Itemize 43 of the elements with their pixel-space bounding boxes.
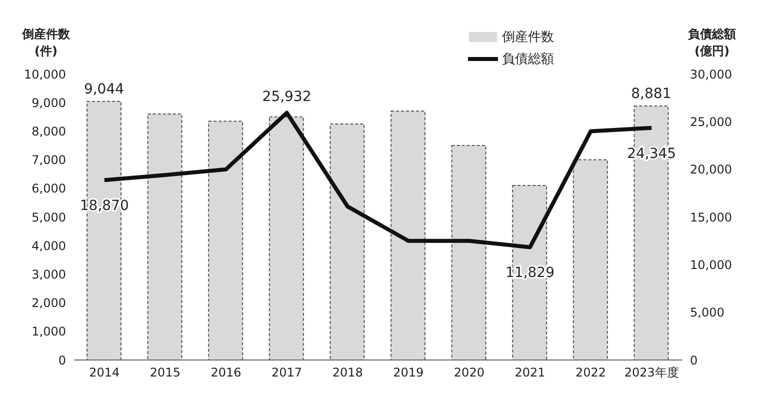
y2-tick-label: 25,000 bbox=[690, 114, 732, 129]
y-tick-label: 2,000 bbox=[32, 296, 66, 310]
legend-label: 負債総額 bbox=[502, 51, 554, 68]
x-tick-label: 2021 bbox=[514, 366, 546, 380]
y-tick-label: 6,000 bbox=[32, 182, 66, 196]
data-label: 9,044 bbox=[84, 81, 124, 98]
y2-tick-label: 15,000 bbox=[690, 210, 732, 224]
y2-tick-label: 5,000 bbox=[690, 306, 724, 320]
bar bbox=[330, 124, 365, 360]
y-tick-label: 9,000 bbox=[32, 96, 66, 110]
bar bbox=[147, 114, 182, 360]
data-label: 18,870 bbox=[80, 198, 129, 214]
data-label: 8,881 bbox=[631, 86, 672, 102]
y-axis-title: 倒産件数 (件) bbox=[21, 27, 71, 58]
x-tick-label: 2018 bbox=[332, 366, 363, 380]
y-tick-label: 8,000 bbox=[32, 124, 66, 138]
y2-axis-title: 負債総額 (億円) bbox=[688, 27, 736, 58]
legend-label: 倒産件数 bbox=[502, 29, 554, 46]
bar bbox=[268, 116, 304, 360]
x-tick-label: 2023年度 bbox=[624, 366, 679, 380]
y-tick-label: 1,000 bbox=[32, 324, 66, 339]
x-tick-label: 2014 bbox=[89, 366, 120, 380]
y-tick-label: 7,000 bbox=[32, 153, 66, 168]
y2-tick-label: 10,000 bbox=[690, 258, 732, 272]
x-tick-label: 2022 bbox=[576, 366, 606, 380]
y-tick-label: 10,000 bbox=[24, 67, 66, 82]
bar bbox=[451, 145, 486, 360]
bar bbox=[390, 110, 426, 360]
y2-tick-label: 0 bbox=[690, 353, 698, 368]
y-tick-label: 4,000 bbox=[32, 238, 66, 253]
bar bbox=[572, 159, 608, 360]
x-tick-label: 2019 bbox=[393, 366, 424, 380]
y2-tick-label: 30,000 bbox=[690, 67, 732, 82]
x-tick-label: 2020 bbox=[454, 366, 484, 380]
y-tick-label: 5,000 bbox=[32, 210, 66, 224]
y-tick-label: 3,000 bbox=[32, 267, 66, 282]
x-tick-label: 2017 bbox=[272, 366, 302, 380]
y-tick-label: 0 bbox=[58, 353, 66, 368]
y2-tick-label: 20,000 bbox=[690, 162, 732, 177]
bar bbox=[208, 120, 244, 360]
x-tick-label: 2016 bbox=[210, 366, 242, 380]
x-tick-label: 2015 bbox=[150, 366, 180, 380]
data-label: 25,932 bbox=[262, 88, 312, 105]
